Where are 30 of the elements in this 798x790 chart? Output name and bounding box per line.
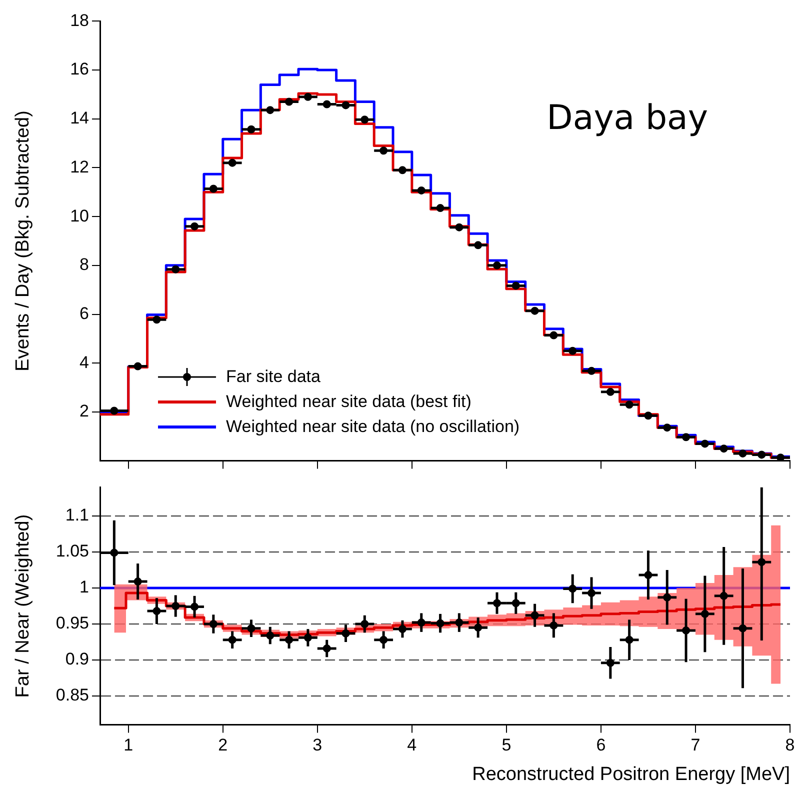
x-tick-label: 8: [785, 736, 795, 755]
y-tick-label: 14: [70, 108, 89, 128]
x-axis-title: Reconstructed Positron Energy [MeV]: [472, 764, 790, 785]
y-tick-label: 0.85: [56, 686, 89, 705]
x-tick-label: 6: [596, 736, 606, 755]
y-tick-label: 8: [80, 255, 89, 274]
y-tick-label: 10: [70, 206, 89, 226]
x-tick-label: 7: [690, 736, 700, 755]
annotation: Daya bay: [546, 98, 708, 138]
y-tick-label: 1.1: [65, 506, 89, 525]
y-tick-label: 1.05: [56, 542, 89, 561]
y-tick-label: 1: [80, 578, 89, 597]
y-tick-label: 18: [70, 10, 89, 30]
y-tick-label: 4: [80, 352, 89, 372]
x-tick-label: 1: [124, 736, 134, 755]
legend-label: Weighted near site data (best fit): [226, 392, 472, 412]
y-axis-title: Events / Day (Bkg. Subtracted): [12, 110, 34, 372]
x-tick-label: 3: [312, 736, 322, 755]
legend-label: Far site data: [226, 367, 320, 387]
y-tick-label: 6: [80, 304, 89, 323]
x-tick-label: 2: [218, 736, 228, 755]
y-tick-label: 12: [70, 157, 89, 176]
y-tick-label: 0.9: [65, 650, 89, 669]
x-tick-label: 4: [407, 736, 417, 755]
y-axis-title: Far / Near (Weighted): [12, 514, 34, 698]
y-tick-label: 16: [70, 60, 89, 79]
x-tick-label: 5: [502, 736, 512, 755]
y-tick-label: 0.95: [56, 614, 89, 633]
y-tick-label: 2: [80, 402, 89, 421]
legend-label: Weighted near site data (no oscillation): [226, 417, 520, 437]
